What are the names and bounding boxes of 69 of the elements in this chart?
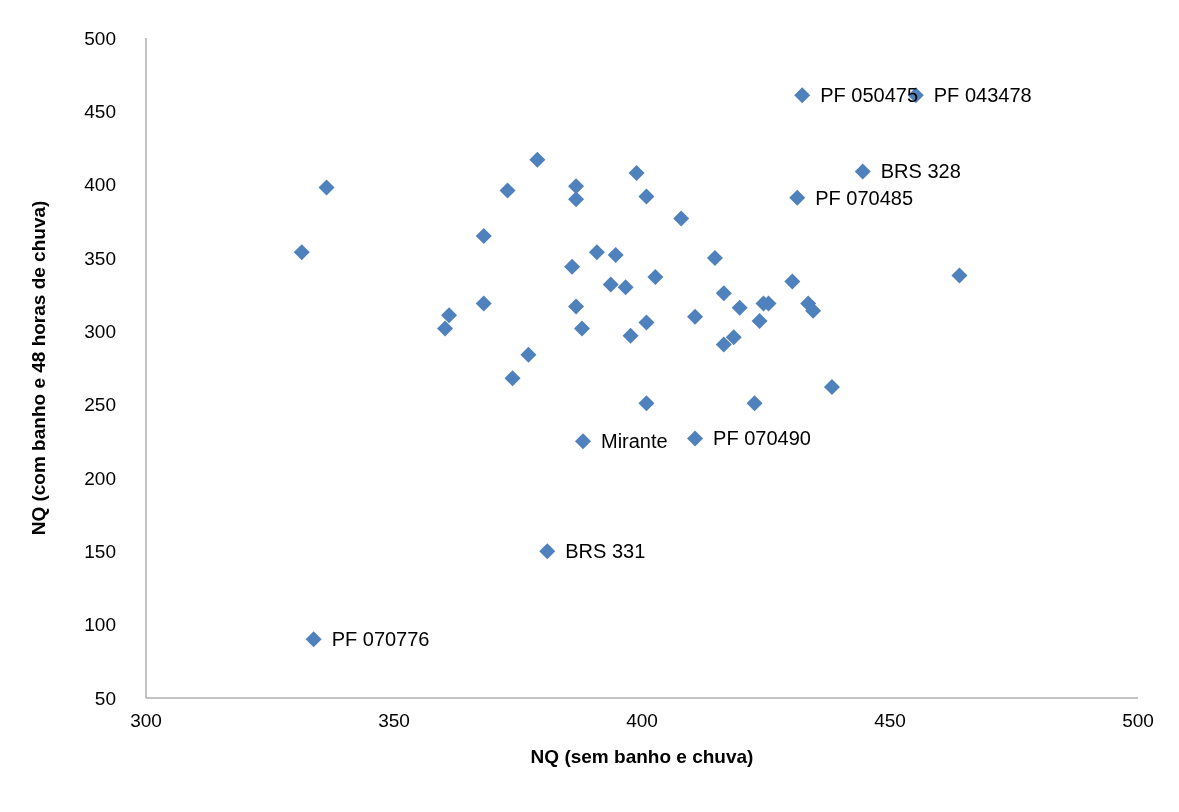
point — [638, 188, 655, 205]
annotation: PF 070490 — [713, 427, 811, 450]
x-tick-label: 300 — [130, 710, 162, 732]
point — [539, 543, 556, 560]
point — [520, 346, 537, 363]
point — [951, 267, 968, 284]
point — [588, 244, 605, 261]
x-tick-label: 500 — [1122, 710, 1154, 732]
y-tick-label: 350 — [84, 247, 116, 269]
point — [622, 327, 639, 344]
point — [647, 269, 664, 286]
x-tick-label: 350 — [378, 710, 410, 732]
point — [854, 163, 871, 180]
x-tick-label: 450 — [874, 710, 906, 732]
point — [789, 189, 806, 206]
annotation: BRS 328 — [880, 160, 961, 183]
y-axis-title: NQ (com banho e 48 horas de chuva) — [27, 200, 49, 536]
point — [573, 320, 590, 337]
annotation: PF 070485 — [815, 186, 914, 209]
y-tick-label: 150 — [84, 541, 116, 563]
y-tick-label: 100 — [84, 614, 116, 636]
y-tick-label: 200 — [84, 467, 116, 489]
point — [628, 164, 645, 181]
point — [564, 258, 581, 275]
point — [504, 370, 521, 387]
y-tick-label: 300 — [84, 321, 116, 343]
y-tick-label: 450 — [84, 101, 116, 123]
point — [673, 210, 690, 227]
point — [499, 182, 516, 199]
point — [725, 329, 742, 346]
point — [805, 302, 822, 319]
point — [715, 285, 732, 302]
y-tick-label: 50 — [94, 687, 116, 709]
point — [794, 87, 811, 104]
point — [746, 395, 763, 412]
point — [529, 151, 546, 168]
point — [318, 179, 335, 196]
point — [475, 295, 492, 312]
point — [602, 276, 619, 293]
point — [574, 433, 591, 450]
point — [568, 178, 585, 195]
y-tick-label: 500 — [84, 27, 116, 49]
point — [568, 298, 585, 315]
point — [751, 313, 768, 330]
point — [475, 228, 492, 244]
point — [293, 244, 310, 261]
point — [617, 279, 634, 296]
x-axis-title: NQ (sem banho e chuva) — [530, 746, 754, 767]
point — [784, 273, 801, 290]
point — [441, 307, 458, 324]
y-tick-label: 400 — [84, 174, 116, 196]
point — [638, 314, 655, 331]
point — [305, 631, 322, 648]
point — [607, 247, 624, 264]
point — [437, 320, 454, 337]
point — [568, 191, 585, 208]
annotation: PF 070776 — [331, 628, 430, 651]
point — [638, 395, 655, 412]
point — [715, 336, 732, 353]
x-tick-label: 400 — [626, 710, 658, 732]
point — [687, 430, 704, 447]
point — [687, 308, 704, 325]
annotation: Mirante — [600, 430, 668, 453]
annotation: PF 043478 — [933, 84, 1032, 107]
point — [823, 379, 840, 396]
annotation: BRS 331 — [565, 540, 646, 563]
y-tick-label: 250 — [84, 394, 116, 416]
point — [731, 299, 748, 316]
point — [706, 250, 723, 266]
